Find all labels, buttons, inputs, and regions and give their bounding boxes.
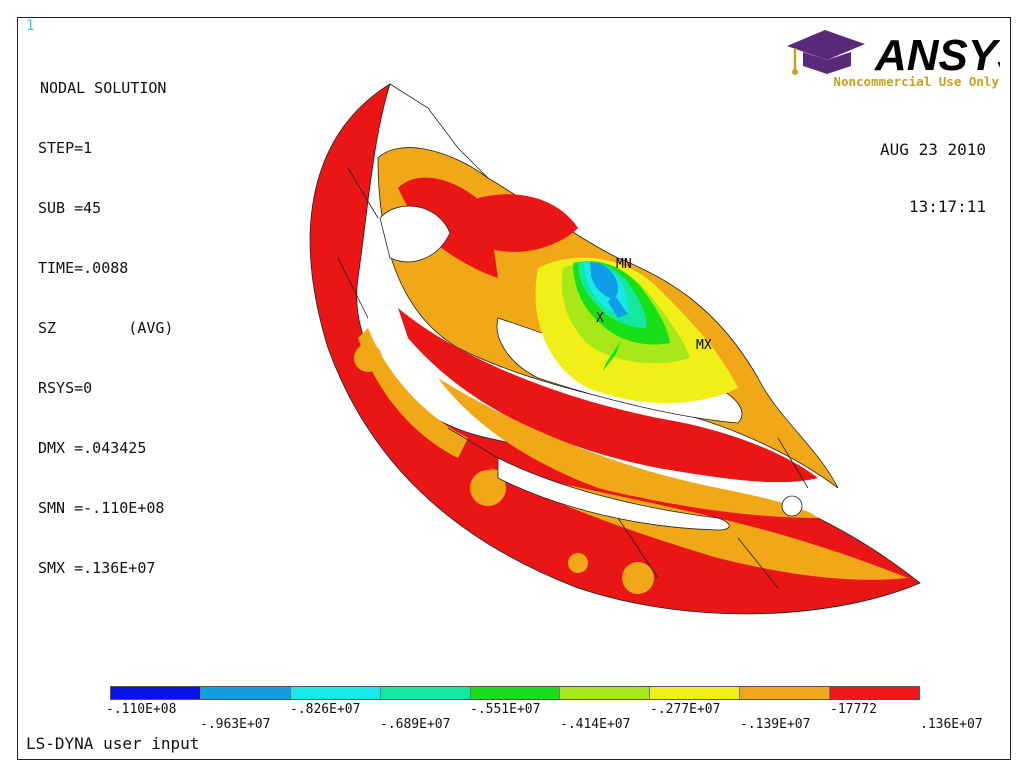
- info-line-smx: SMX =.136E+07: [38, 559, 156, 577]
- axis-marker-label: X: [596, 311, 604, 326]
- contour-plot-model: MN MX X: [309, 83, 921, 615]
- legend-swatch: [380, 687, 471, 699]
- legend-swatch: [200, 687, 291, 699]
- legend-swatch: [560, 687, 651, 699]
- legend-label-upper: -.277E+07: [650, 702, 721, 717]
- contour-legend-bar: [110, 686, 920, 700]
- ansys-brand-text: ANSYS: [874, 31, 1000, 80]
- legend-label-upper: -.110E+08: [106, 702, 177, 717]
- legend-label-lower: -.963E+07: [200, 717, 271, 732]
- graduation-cap-icon: [787, 30, 865, 75]
- helmet-mesh: [309, 83, 921, 615]
- legend-label-upper: -17772: [830, 702, 877, 717]
- min-marker-label: MN: [616, 257, 632, 272]
- timestamp: AUG 23 2010 13:17:11: [880, 102, 986, 254]
- ansys-logo: ANSYS: [787, 30, 1000, 80]
- legend-swatch: [740, 687, 831, 699]
- legend-label-lower: -.414E+07: [560, 717, 631, 732]
- solution-info: NODAL SOLUTION STEP=1 SUB =45 TIME=.0088…: [38, 38, 174, 618]
- legend-swatch: [290, 687, 381, 699]
- legend-label-lower: -.689E+07: [380, 717, 451, 732]
- legend-swatch: [830, 687, 920, 699]
- info-line-smn: SMN =-.110E+08: [38, 499, 165, 517]
- status-footer: LS-DYNA user input: [26, 734, 200, 753]
- info-line-step: STEP=1: [38, 139, 93, 157]
- max-marker-label: MX: [696, 338, 712, 353]
- time-text: 13:17:11: [908, 197, 986, 216]
- info-line-time: TIME=.0088: [38, 259, 129, 277]
- window-number: 1: [26, 18, 35, 34]
- license-note: Noncommercial Use Only: [833, 74, 999, 89]
- date-text: AUG 23 2010: [880, 140, 986, 159]
- legend-swatch: [111, 687, 201, 699]
- info-line-dmx: DMX =.043425: [38, 439, 147, 457]
- legend-label-upper: -.826E+07: [290, 702, 361, 717]
- graphics-window: 1 NODAL SOLUTION STEP=1 SUB =45 TIME=.00…: [17, 17, 1011, 760]
- legend-label-upper: -.551E+07: [470, 702, 541, 717]
- info-line-rsys: RSYS=0: [38, 379, 93, 397]
- solution-title: NODAL SOLUTION: [40, 79, 167, 97]
- legend-swatch: [470, 687, 561, 699]
- info-line-sub: SUB =45: [38, 199, 102, 217]
- legend-label-lower: -.139E+07: [740, 717, 811, 732]
- legend-swatch: [650, 687, 741, 699]
- legend-label-lower: .136E+07: [920, 717, 983, 732]
- info-line-sz: SZ (AVG): [38, 319, 174, 337]
